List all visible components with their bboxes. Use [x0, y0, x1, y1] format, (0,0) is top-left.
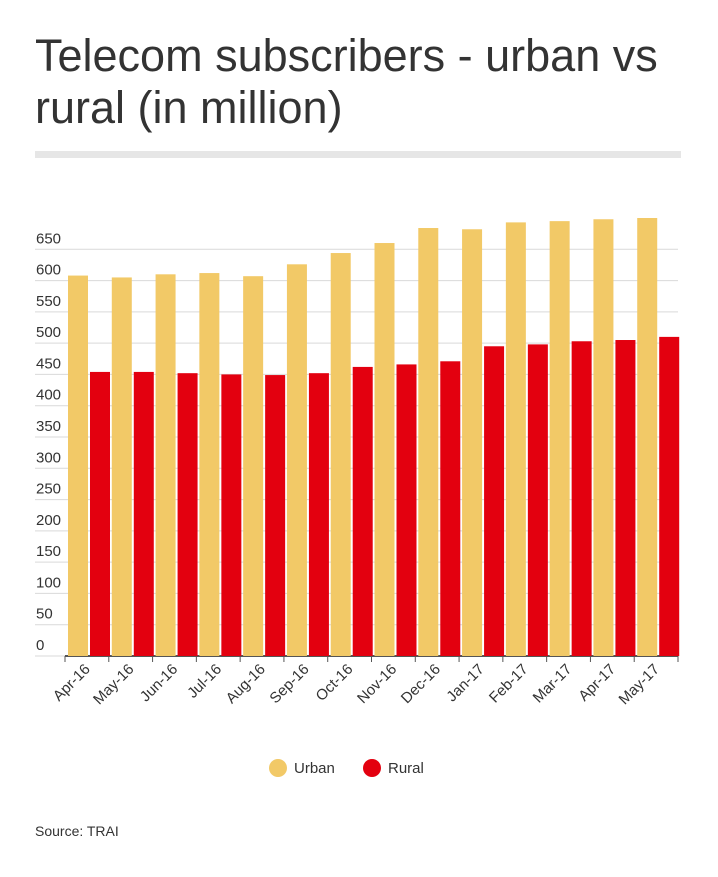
bar: [593, 219, 614, 656]
x-tick-label: Oct-16: [313, 661, 357, 705]
bar: [440, 361, 461, 656]
x-tick-label: May-17: [616, 661, 663, 708]
bar: [90, 371, 110, 656]
x-tick-label: Apr-16: [50, 661, 94, 705]
bar: [352, 366, 373, 656]
y-tick-label: 350: [36, 418, 61, 435]
bar: [68, 275, 88, 656]
y-tick-label: 100: [36, 574, 61, 591]
x-tick-label: Jan-17: [443, 661, 487, 705]
source: Source: TRAI: [35, 823, 119, 839]
bar: [308, 373, 329, 656]
y-tick-label: 600: [36, 262, 61, 279]
y-tick-label: 250: [36, 481, 61, 498]
bar: [396, 364, 417, 656]
bar: [527, 344, 548, 656]
x-tick-label: Dec-16: [398, 661, 444, 707]
y-tick-label: 50: [36, 606, 53, 623]
x-tick-label: Feb-17: [486, 661, 532, 707]
bar: [177, 373, 198, 656]
bar: [505, 222, 526, 656]
y-tick-label: 550: [36, 293, 61, 310]
x-tick-label: Jun-16: [137, 661, 181, 705]
y-tick-label: 150: [36, 543, 61, 560]
bar: [374, 243, 395, 656]
bar: [199, 273, 220, 656]
title-rule: [35, 151, 681, 158]
bar: [330, 253, 351, 657]
x-tick-label: Aug-16: [223, 661, 269, 707]
legend-swatch: [363, 759, 381, 777]
chart-title: Telecom subscribers - urban vs rural (in…: [35, 30, 658, 133]
legend-label: Urban: [294, 760, 335, 777]
y-tick-label: 0: [36, 637, 44, 654]
y-tick-label: 450: [36, 355, 61, 372]
legend-swatch: [269, 759, 287, 777]
x-tick-label: Mar-17: [530, 661, 576, 707]
legend-label: Rural: [388, 760, 424, 777]
bar: [243, 276, 264, 656]
bar: [659, 336, 680, 656]
bar: [418, 228, 439, 657]
bar: [549, 221, 570, 656]
bar: [221, 374, 242, 656]
bar: [637, 218, 658, 656]
y-tick-label: 500: [36, 324, 61, 341]
bar: [571, 341, 592, 656]
bar: [286, 264, 307, 656]
bar: [615, 340, 636, 656]
bar: [133, 371, 154, 656]
x-tick-label: Jul-16: [184, 661, 225, 702]
y-tick-label: 200: [36, 512, 61, 529]
bar: [484, 346, 505, 656]
y-tick-label: 300: [36, 449, 61, 466]
y-tick-label: 400: [36, 387, 61, 404]
bar: [265, 375, 286, 656]
bar: [111, 277, 132, 656]
x-tick-label: Nov-16: [354, 661, 400, 707]
y-tick-label: 650: [36, 230, 61, 247]
x-tick-label: Sep-16: [266, 661, 312, 707]
bar: [155, 274, 176, 656]
x-tick-label: Apr-17: [575, 661, 619, 705]
x-tick-label: May-16: [90, 661, 137, 708]
bar: [462, 229, 483, 656]
